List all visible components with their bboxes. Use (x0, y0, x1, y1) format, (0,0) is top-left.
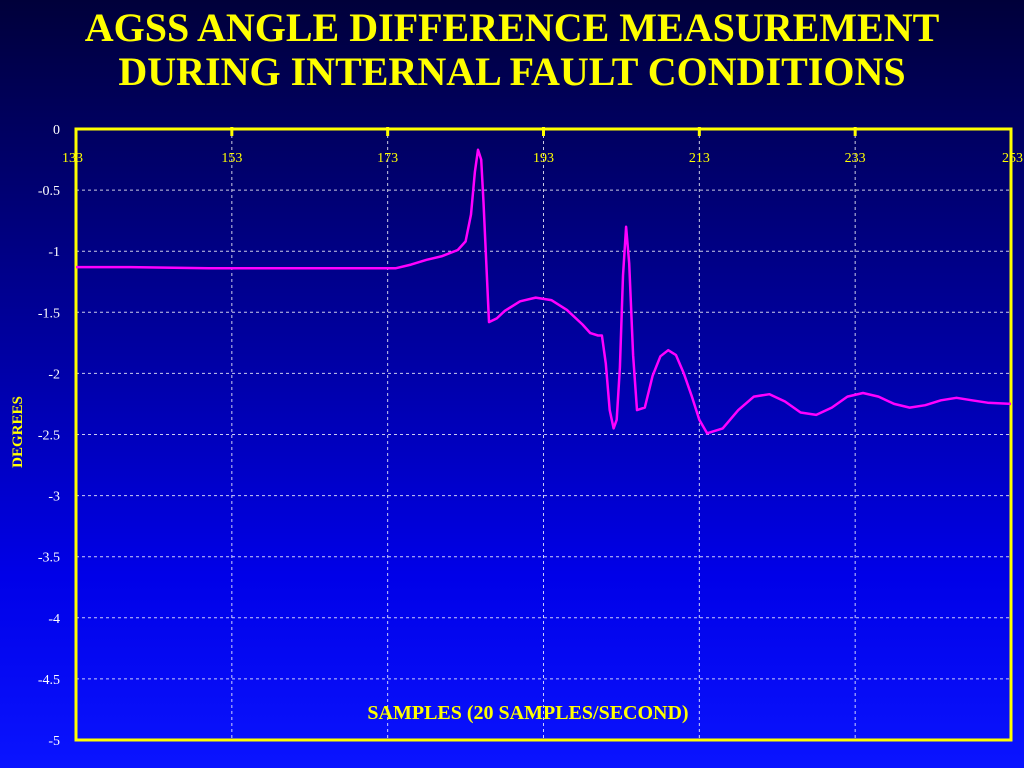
y-tick-labels: 0 -0.5 -1 -1.5 -2 -2.5 -3 -3.5 -4 -4.5 -5 (38, 123, 60, 749)
y-tick-label: -3 (48, 490, 60, 505)
slide-title-line-2: DURING INTERNAL FAULT CONDITIONS (118, 49, 906, 94)
x-tick-label: 233 (845, 151, 866, 166)
slide-title-line-1: AGSS ANGLE DIFFERENCE MEASUREMENT (84, 5, 940, 50)
y-tick-label: 0 (53, 123, 60, 138)
x-tick-label: 153 (221, 151, 242, 166)
y-tick-label: -4.5 (38, 673, 60, 688)
x-tick-label: 253 (1002, 151, 1023, 166)
grid (76, 129, 1011, 740)
y-tick-label: -1.5 (38, 306, 60, 321)
x-tick-labels: 133 153 173 193 213 233 253 (62, 151, 1023, 166)
y-tick-label: -0.5 (38, 184, 60, 199)
slide-title: AGSS ANGLE DIFFERENCE MEASUREMENT DURING… (0, 6, 1024, 94)
series-line (76, 148, 1012, 435)
y-tick-label: -1 (48, 245, 60, 260)
y-tick-label: -2.5 (38, 429, 60, 444)
x-tick-label: 133 (62, 151, 83, 166)
x-tick-label: 173 (377, 151, 398, 166)
tick-marks (230, 127, 857, 136)
y-tick-label: -5 (48, 734, 60, 749)
x-tick-label: 193 (533, 151, 554, 166)
y-tick-label: -4 (48, 612, 60, 627)
x-tick-label: 213 (689, 151, 710, 166)
y-axis-label: DEGREES (10, 396, 26, 468)
x-axis-label: SAMPLES (20 SAMPLES/SECOND) (367, 702, 688, 724)
y-tick-label: -3.5 (38, 551, 60, 566)
y-tick-label: -2 (48, 367, 60, 382)
